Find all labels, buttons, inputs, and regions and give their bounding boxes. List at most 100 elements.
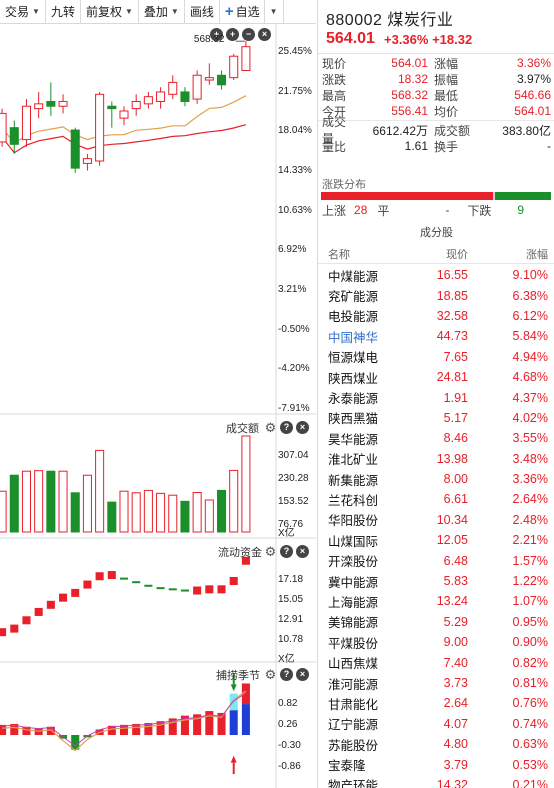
kline-chart-svg[interactable]: [0, 24, 316, 788]
toolbar-item-3[interactable]: 叠加 ▼: [139, 0, 185, 24]
season-bar: [168, 718, 177, 735]
flow-bar: [205, 585, 214, 594]
constituent-name: 中国神华: [328, 330, 379, 345]
plus-icon: +: [224, 3, 234, 20]
constituent-row[interactable]: 华阳股份 10.34 2.48%: [318, 510, 554, 530]
chevron-down-icon: ▼: [32, 7, 40, 16]
candle-body: [34, 103, 44, 110]
constituent-change: 4.68%: [512, 370, 548, 385]
volume-bar: [156, 492, 166, 533]
constituent-row[interactable]: 中国神华 44.73 5.84%: [318, 326, 554, 346]
candle-body: [241, 46, 251, 72]
constituent-change: 3.48%: [512, 451, 548, 466]
season-bar: [71, 735, 80, 750]
constituent-row[interactable]: 恒源煤电 7.65 4.94%: [318, 347, 554, 367]
quote-value: -: [547, 139, 551, 153]
constituent-price: 8.00: [443, 472, 468, 487]
season-cyan-bar: [229, 693, 238, 711]
toolbar-item-4[interactable]: 画线: [185, 0, 220, 24]
candle-body: [46, 100, 56, 107]
constituent-name: 淮北矿业: [328, 453, 379, 468]
constituent-row[interactable]: 山煤国际 12.05 2.21%: [318, 530, 554, 550]
constituent-row[interactable]: 兰花科创 6.61 2.64%: [318, 489, 554, 509]
axis-tick-label: 25.45%: [278, 46, 312, 57]
header-change[interactable]: 涨幅: [526, 248, 548, 261]
constituent-row[interactable]: 陕西黑猫 5.17 4.02%: [318, 408, 554, 428]
constituent-price: 10.34: [436, 512, 468, 527]
minus-icon[interactable]: −: [242, 28, 255, 41]
constituent-price: 4.80: [443, 737, 468, 752]
toolbar-item-1[interactable]: 九转: [46, 0, 81, 24]
constituent-row[interactable]: 山西焦煤 7.40 0.82%: [318, 652, 554, 672]
distribution-up-segment: [321, 192, 493, 200]
constituent-row[interactable]: 苏能股份 4.80 0.63%: [318, 734, 554, 754]
help-icon[interactable]: ?: [280, 668, 293, 681]
quote-value: 546.66: [514, 88, 551, 102]
help-icon[interactable]: ?: [280, 421, 293, 434]
constituent-row[interactable]: 陕西煤业 24.81 4.68%: [318, 367, 554, 387]
add-watchlist-button[interactable]: + 自选: [220, 0, 265, 24]
constituent-name: 开滦股份: [328, 555, 379, 570]
candle-body: [204, 77, 214, 81]
distribution-flat-segment: [493, 192, 495, 200]
constituent-row[interactable]: 淮河能源 3.73 0.81%: [318, 673, 554, 693]
flow-bar: [144, 584, 153, 587]
constituent-row[interactable]: 淮北矿业 13.98 3.48%: [318, 449, 554, 469]
gear-icon[interactable]: ⚙: [264, 420, 277, 435]
gear-icon[interactable]: ⚙: [264, 667, 277, 682]
constituent-row[interactable]: 美锦能源 5.29 0.95%: [318, 612, 554, 632]
close-icon[interactable]: ×: [258, 28, 271, 41]
constituent-row[interactable]: 宝泰隆 3.79 0.53%: [318, 754, 554, 774]
constituent-name: 昊华能源: [328, 432, 379, 447]
quote-key: 振幅: [434, 72, 459, 87]
flow-bar: [107, 571, 116, 580]
constituent-price: 5.17: [443, 410, 468, 425]
constituent-name: 辽宁能源: [328, 718, 379, 733]
add-indicator-icon[interactable]: +: [226, 28, 239, 41]
candle-body: [156, 91, 166, 102]
ma-line-orange: [1, 95, 247, 144]
constituent-price: 6.61: [443, 492, 468, 507]
header-name[interactable]: 名称: [328, 248, 350, 261]
gear-icon[interactable]: ⚙: [264, 544, 277, 559]
constituent-row[interactable]: 昊华能源 8.46 3.55%: [318, 428, 554, 448]
constituent-row[interactable]: 电投能源 32.58 6.12%: [318, 306, 554, 326]
toolbar-item-0[interactable]: 交易 ▼: [0, 0, 46, 24]
constituent-row[interactable]: 新集能源 8.00 3.36%: [318, 469, 554, 489]
season-bar: [46, 726, 55, 735]
season-bar: [156, 721, 165, 735]
flow-bar: [156, 587, 165, 590]
constituent-row[interactable]: 开滦股份 6.48 1.57%: [318, 550, 554, 570]
constituent-row[interactable]: 兖矿能源 18.85 6.38%: [318, 285, 554, 305]
add-icon[interactable]: +: [210, 28, 223, 41]
close-icon[interactable]: ×: [296, 668, 309, 681]
flow-pane-label: 流动资金: [218, 547, 262, 559]
toolbar-item-label: 交易: [5, 5, 30, 19]
constituent-row[interactable]: 永泰能源 1.91 4.37%: [318, 387, 554, 407]
constituent-row[interactable]: 中煤能源 16.55 9.10%: [318, 265, 554, 285]
constituent-row[interactable]: 冀中能源 5.83 1.22%: [318, 571, 554, 591]
main-pane-controls: + + − ×: [210, 28, 271, 41]
header-price[interactable]: 现价: [446, 248, 468, 261]
constituent-price: 5.29: [443, 614, 468, 629]
axis-tick-label: 0.82: [278, 698, 298, 709]
flow-bar: [229, 577, 238, 585]
chevron-down-icon: ▼: [124, 7, 133, 16]
constituent-row[interactable]: 物产环能 14.32 0.21%: [318, 775, 554, 788]
watchlist-dropdown-button[interactable]: ▼: [265, 0, 284, 24]
quote-value: 556.41: [391, 104, 428, 118]
toolbar-item-2[interactable]: 前复权 ▼: [81, 0, 139, 24]
constituent-change: 3.36%: [512, 472, 548, 487]
kline-chart-area[interactable]: + + − × 成交额 ⚙ ? × 流动资金 ⚙ ? × 捕捞季节 ⚙ ? × …: [0, 24, 316, 788]
close-icon[interactable]: ×: [296, 421, 309, 434]
constituent-change: 4.02%: [512, 410, 548, 425]
constituent-price: 3.73: [443, 676, 468, 690]
constituent-row[interactable]: 平煤股份 9.00 0.90%: [318, 632, 554, 652]
constituent-change: 1.57%: [512, 553, 548, 568]
constituent-row[interactable]: 辽宁能源 4.07 0.74%: [318, 714, 554, 734]
close-icon[interactable]: ×: [296, 545, 309, 558]
constituent-row[interactable]: 上海能源 13.24 1.07%: [318, 591, 554, 611]
constituent-row[interactable]: 甘肃能化 2.64 0.76%: [318, 693, 554, 713]
quote-key: 涨幅: [434, 56, 459, 71]
help-icon[interactable]: ?: [280, 545, 293, 558]
